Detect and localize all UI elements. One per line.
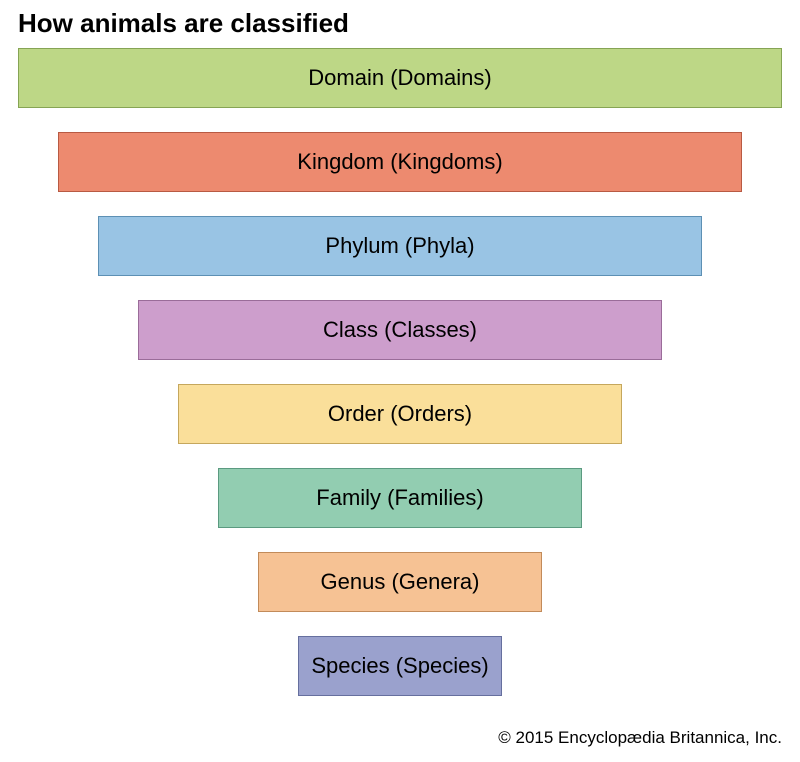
taxonomy-level: Genus (Genera) [258, 552, 542, 612]
taxonomy-level: Family (Families) [218, 468, 582, 528]
taxonomy-level: Class (Classes) [138, 300, 662, 360]
taxonomy-funnel: Domain (Domains) Kingdom (Kingdoms) Phylum… [0, 48, 800, 696]
taxonomy-level-label: Species (Species) [311, 653, 488, 679]
taxonomy-level: Phylum (Phyla) [98, 216, 702, 276]
taxonomy-level: Order (Orders) [178, 384, 622, 444]
taxonomy-level-label: Order (Orders) [328, 401, 472, 427]
diagram-container: How animals are classified Domain (Domai… [0, 0, 800, 762]
credit-text: © 2015 Encyclopædia Britannica, Inc. [498, 728, 782, 748]
taxonomy-level: Species (Species) [298, 636, 502, 696]
taxonomy-level-label: Domain (Domains) [308, 65, 491, 91]
taxonomy-level-label: Class (Classes) [323, 317, 477, 343]
taxonomy-level-label: Phylum (Phyla) [325, 233, 474, 259]
taxonomy-level: Domain (Domains) [18, 48, 782, 108]
diagram-title: How animals are classified [18, 8, 349, 39]
taxonomy-level-label: Genus (Genera) [321, 569, 480, 595]
taxonomy-level-label: Family (Families) [316, 485, 483, 511]
taxonomy-level-label: Kingdom (Kingdoms) [297, 149, 502, 175]
taxonomy-level: Kingdom (Kingdoms) [58, 132, 742, 192]
